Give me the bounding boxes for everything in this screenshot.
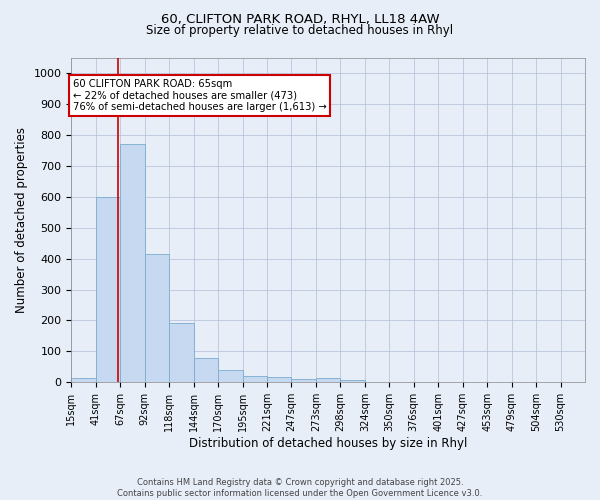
- Bar: [267, 377, 292, 382]
- Bar: [218, 370, 242, 382]
- Bar: [71, 378, 96, 382]
- Bar: [120, 144, 145, 382]
- Text: 60, CLIFTON PARK ROAD, RHYL, LL18 4AW: 60, CLIFTON PARK ROAD, RHYL, LL18 4AW: [161, 12, 439, 26]
- Bar: [96, 196, 120, 382]
- Bar: [242, 376, 267, 382]
- X-axis label: Distribution of detached houses by size in Rhyl: Distribution of detached houses by size …: [189, 437, 467, 450]
- Text: Contains HM Land Registry data © Crown copyright and database right 2025.
Contai: Contains HM Land Registry data © Crown c…: [118, 478, 482, 498]
- Bar: [169, 322, 194, 382]
- Bar: [194, 358, 218, 382]
- Bar: [316, 378, 340, 382]
- Y-axis label: Number of detached properties: Number of detached properties: [15, 127, 28, 313]
- Bar: [292, 378, 316, 382]
- Bar: [340, 380, 365, 382]
- Text: 60 CLIFTON PARK ROAD: 65sqm
← 22% of detached houses are smaller (473)
76% of se: 60 CLIFTON PARK ROAD: 65sqm ← 22% of det…: [73, 79, 326, 112]
- Text: Size of property relative to detached houses in Rhyl: Size of property relative to detached ho…: [146, 24, 454, 37]
- Bar: [145, 254, 169, 382]
